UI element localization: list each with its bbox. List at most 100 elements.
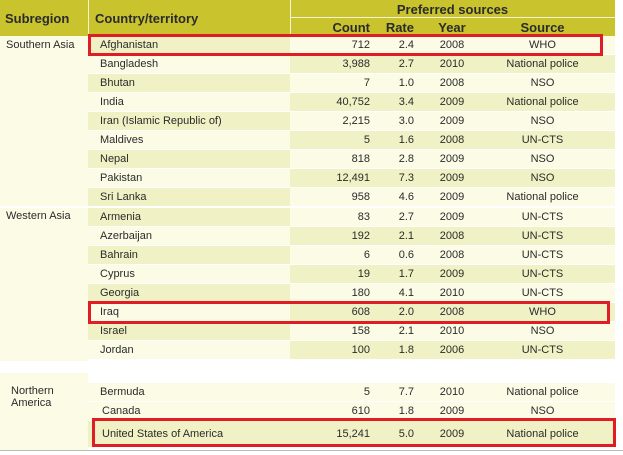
source-value: NSO [530,325,555,337]
year-value: 2008 [439,306,465,318]
row-divider [88,149,615,150]
source-value: WHO [529,306,556,318]
values-cell [290,131,615,149]
year-value: 2009 [439,428,465,440]
year-value: 2010 [439,287,465,299]
year-value: 2009 [439,96,465,108]
values-cell [290,421,615,447]
source-value: National police [506,386,579,398]
values-cell [290,74,615,92]
rate-value: 2.8 [398,153,414,165]
values-cell [290,402,615,420]
year-value: 2009 [439,191,465,203]
country-name: Iraq [100,306,119,318]
country-cell [88,265,290,283]
country-name: Jordan [100,344,134,356]
year-value: 2009 [439,268,465,280]
country-name: Bahrain [100,249,138,261]
row-divider [88,447,615,448]
country-name: Nepal [100,153,129,165]
count-value: 100 [351,344,370,356]
header-rate: Rate [385,20,414,35]
subregion-label: Southern Asia [6,39,75,51]
country-name: India [100,96,124,108]
count-value: 610 [351,405,370,417]
source-value: UN-CTS [521,268,564,280]
source-value: National police [506,96,579,108]
subregion-cell [0,208,88,361]
count-value: 192 [351,230,370,242]
source-value: NSO [530,77,555,89]
country-name: Canada [102,405,141,417]
country-cell [88,341,290,359]
row-divider [88,206,615,207]
year-value: 2009 [439,405,465,417]
country-cell [88,188,290,206]
country-cell [88,246,290,264]
rate-value: 0.6 [398,249,414,261]
subregion-cell [0,36,88,207]
header-preferred-sources: Preferred sources [396,2,509,17]
rate-value: 7.7 [398,386,414,398]
rate-value: 3.4 [398,96,414,108]
country-cell [88,55,290,73]
source-value: UN-CTS [521,134,564,146]
values-cell [290,284,615,302]
row-divider [88,187,615,188]
source-value: UN-CTS [521,287,564,299]
values-cell [290,341,615,359]
row-divider [88,111,615,112]
country-cell [88,131,290,149]
year-value: 2010 [439,58,465,70]
count-value: 40,752 [336,96,370,108]
year-value: 2008 [439,134,465,146]
country-name: Bhutan [100,77,135,89]
year-value: 2010 [439,325,465,337]
subregion-label: Western Asia [6,210,71,222]
header-divider [290,17,615,18]
header-country: Country/territory [95,11,199,26]
rate-value: 3.0 [398,115,414,127]
country-name: Maldives [100,134,144,146]
count-value: 712 [351,39,370,51]
rate-value: 2.1 [398,230,414,242]
rate-value: 2.7 [398,58,414,70]
highlight-box [88,301,610,324]
year-value: 2009 [439,211,465,223]
count-value: 5 [363,386,370,398]
row-divider [88,359,615,360]
country-name: Iran (Islamic Republic of) [100,115,222,127]
year-value: 2008 [439,249,465,261]
country-name: Bangladesh [100,58,159,70]
bottom-rule [0,450,623,451]
country-cell [88,421,290,447]
values-cell [290,322,615,340]
values-cell [290,208,615,226]
country-cell [88,112,290,130]
year-value: 2008 [439,39,465,51]
values-cell [290,246,615,264]
header-source: Source [520,20,565,35]
values-cell [290,227,615,245]
row-divider [88,92,615,93]
source-value: NSO [530,153,555,165]
row-divider [88,245,615,246]
count-value: 5 [363,134,370,146]
country-cell [88,150,290,168]
subregion-label: Northern America [11,385,54,409]
header-count: Count [332,20,370,35]
values-cell [290,36,615,54]
values-cell [290,169,615,187]
country-name: United States of America [102,428,224,440]
header-separator [290,0,291,36]
country-cell [88,402,290,420]
values-cell [290,55,615,73]
rate-value: 1.8 [398,405,414,417]
country-name: Israel [100,325,127,337]
source-value: NSO [530,405,555,417]
source-value: National police [506,58,579,70]
values-cell [290,188,615,206]
country-cell [88,227,290,245]
subregion-divider [0,206,615,208]
count-value: 19 [357,268,370,280]
